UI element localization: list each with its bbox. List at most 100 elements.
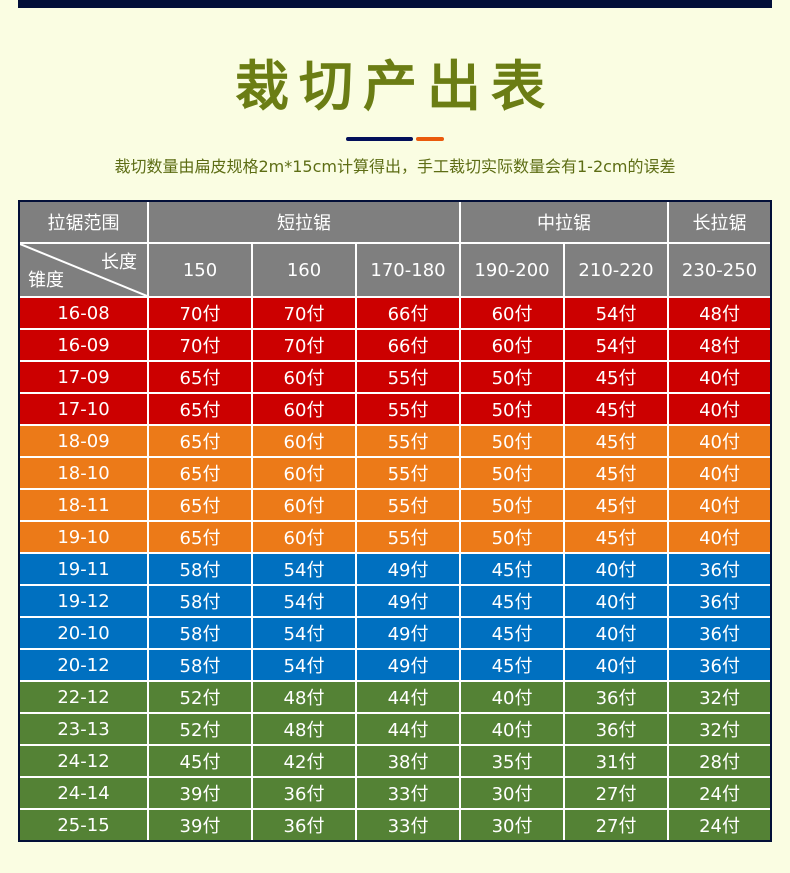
output-cell: 55付 xyxy=(354,488,462,522)
output-cell: 66付 xyxy=(354,328,462,362)
output-cell: 40付 xyxy=(459,712,566,746)
output-cell: 40付 xyxy=(459,680,566,714)
length-header: 230-250 xyxy=(667,242,771,298)
output-cell: 58付 xyxy=(147,584,253,618)
top-bar xyxy=(18,0,772,8)
output-cell: 49付 xyxy=(354,648,462,682)
output-cell: 27付 xyxy=(563,776,670,810)
taper-cell: 20-10 xyxy=(20,616,149,650)
taper-cell: 16-09 xyxy=(20,328,149,362)
output-cell: 32付 xyxy=(667,712,771,746)
output-cell: 60付 xyxy=(251,456,357,490)
output-cell: 54付 xyxy=(251,648,357,682)
header-medium-saw: 中拉锯 xyxy=(459,202,670,244)
table-row: 17-09 65付 60付 55付 50付 45付 40付 xyxy=(20,360,771,394)
output-cell: 36付 xyxy=(667,616,771,650)
taper-cell: 17-10 xyxy=(20,392,149,426)
output-cell: 45付 xyxy=(147,744,253,778)
output-cell: 52付 xyxy=(147,680,253,714)
output-cell: 70付 xyxy=(251,328,357,362)
output-cell: 49付 xyxy=(354,616,462,650)
output-cell: 45付 xyxy=(459,648,566,682)
taper-cell: 18-10 xyxy=(20,456,149,490)
output-cell: 50付 xyxy=(459,488,566,522)
output-cell: 54付 xyxy=(563,297,670,330)
taper-cell: 25-15 xyxy=(20,808,149,840)
output-cell: 44付 xyxy=(354,712,462,746)
output-cell: 40付 xyxy=(563,648,670,682)
table-row: 22-12 52付 48付 44付 40付 36付 32付 xyxy=(20,680,771,714)
output-cell: 60付 xyxy=(251,424,357,458)
taper-cell: 22-12 xyxy=(20,680,149,714)
output-cell: 28付 xyxy=(667,744,771,778)
taper-cell: 18-11 xyxy=(20,488,149,522)
output-cell: 40付 xyxy=(563,552,670,586)
output-cell: 36付 xyxy=(667,648,771,682)
output-cell: 60付 xyxy=(459,328,566,362)
output-cell: 39付 xyxy=(147,808,253,840)
output-cell: 39付 xyxy=(147,776,253,810)
output-cell: 48付 xyxy=(667,328,771,362)
cutting-output-table: 拉锯范围 短拉锯 中拉锯 长拉锯 长度 锥度 150 160 170-180 1… xyxy=(18,200,772,842)
output-cell: 49付 xyxy=(354,552,462,586)
output-cell: 60付 xyxy=(251,488,357,522)
taper-cell: 24-14 xyxy=(20,776,149,810)
output-cell: 40付 xyxy=(667,424,771,458)
output-cell: 24付 xyxy=(667,808,771,840)
output-cell: 70付 xyxy=(251,297,357,330)
output-cell: 33付 xyxy=(354,808,462,840)
table-row: 20-10 58付 54付 49付 45付 40付 36付 xyxy=(20,616,771,650)
output-cell: 65付 xyxy=(147,392,253,426)
output-cell: 40付 xyxy=(667,360,771,394)
table-row: 17-10 65付 60付 55付 50付 45付 40付 xyxy=(20,392,771,426)
output-cell: 36付 xyxy=(563,680,670,714)
table-row: 25-15 39付 36付 33付 30付 27付 24付 xyxy=(20,808,771,840)
output-cell: 31付 xyxy=(563,744,670,778)
table-row: 24-14 39付 36付 33付 30付 27付 24付 xyxy=(20,776,771,810)
title-divider-orange xyxy=(416,137,444,141)
corner-taper-label: 锥度 xyxy=(28,270,64,291)
output-cell: 70付 xyxy=(147,297,253,330)
taper-cell: 16-08 xyxy=(20,297,149,330)
output-cell: 58付 xyxy=(147,616,253,650)
output-cell: 45付 xyxy=(563,456,670,490)
output-cell: 55付 xyxy=(354,360,462,394)
output-cell: 35付 xyxy=(459,744,566,778)
output-table: 拉锯范围 短拉锯 中拉锯 长拉锯 长度 锥度 150 160 170-180 1… xyxy=(20,202,771,840)
table-row: 20-12 58付 54付 49付 45付 40付 36付 xyxy=(20,648,771,682)
output-cell: 65付 xyxy=(147,424,253,458)
output-cell: 50付 xyxy=(459,360,566,394)
table-row: 18-09 65付 60付 55付 50付 45付 40付 xyxy=(20,424,771,458)
table-body: 16-08 70付 70付 66付 60付 54付 48付 16-09 70付 70付 66付 60付… xyxy=(20,297,771,840)
output-cell: 36付 xyxy=(251,776,357,810)
output-cell: 55付 xyxy=(354,520,462,554)
output-cell: 70付 xyxy=(147,328,253,362)
table-row: 24-12 45付 42付 38付 35付 31付 28付 xyxy=(20,744,771,778)
output-cell: 66付 xyxy=(354,297,462,330)
output-cell: 48付 xyxy=(251,712,357,746)
output-cell: 54付 xyxy=(251,584,357,618)
table-row: 19-10 65付 60付 55付 50付 45付 40付 xyxy=(20,520,771,554)
output-cell: 65付 xyxy=(147,488,253,522)
output-cell: 45付 xyxy=(563,488,670,522)
length-header: 150 xyxy=(147,242,253,298)
output-cell: 36付 xyxy=(251,808,357,840)
taper-cell: 23-13 xyxy=(20,712,149,746)
output-cell: 54付 xyxy=(251,616,357,650)
output-cell: 55付 xyxy=(354,456,462,490)
output-cell: 44付 xyxy=(354,680,462,714)
length-header: 170-180 xyxy=(354,242,462,298)
output-cell: 48付 xyxy=(667,297,771,330)
diagonal-line xyxy=(20,244,147,296)
output-cell: 54付 xyxy=(563,328,670,362)
output-cell: 52付 xyxy=(147,712,253,746)
output-cell: 30付 xyxy=(459,776,566,810)
output-cell: 30付 xyxy=(459,808,566,840)
output-cell: 40付 xyxy=(667,488,771,522)
output-cell: 45付 xyxy=(459,552,566,586)
output-cell: 58付 xyxy=(147,648,253,682)
table-row: 16-09 70付 70付 66付 60付 54付 48付 xyxy=(20,328,771,362)
table-row: 23-13 52付 48付 44付 40付 36付 32付 xyxy=(20,712,771,746)
group-header-row: 拉锯范围 短拉锯 中拉锯 长拉锯 xyxy=(20,202,771,244)
length-header: 190-200 xyxy=(459,242,566,298)
